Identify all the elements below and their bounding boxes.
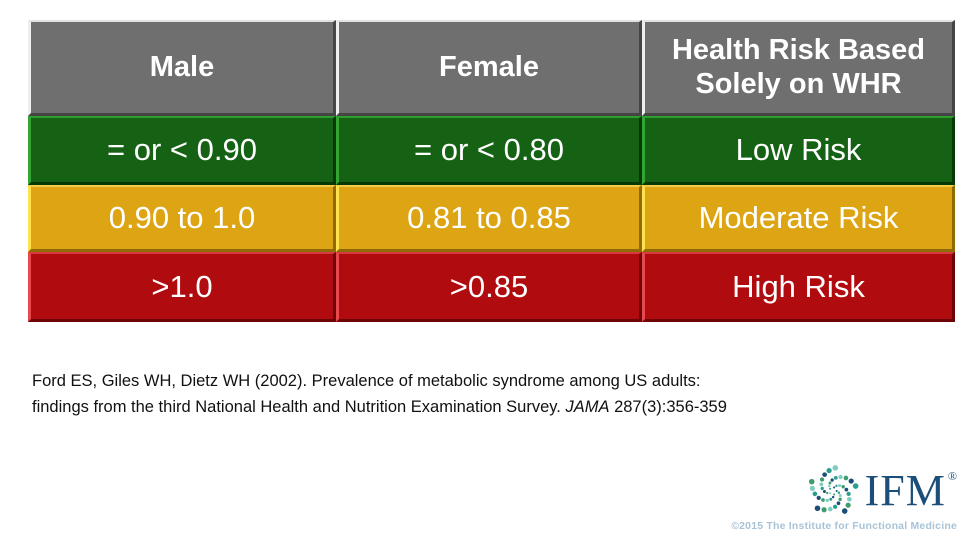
- moderate-risk-label: Moderate Risk: [642, 185, 955, 252]
- citation-line-2: findings from the third National Health …: [32, 398, 727, 416]
- footer: IFM ® ©2015 The Institute for Functional…: [731, 465, 957, 532]
- citation-text: Ford ES, Giles WH, Dietz WH (2002). Prev…: [32, 368, 932, 420]
- whr-risk-table: Male Female Health Risk Based Solely on …: [28, 20, 955, 322]
- high-risk-male-value: >1.0: [28, 252, 336, 322]
- header-female: Female: [336, 20, 642, 116]
- ifm-logo: IFM ®: [807, 465, 957, 517]
- low-risk-label: Low Risk: [642, 116, 955, 185]
- low-risk-male-value: = or < 0.90: [28, 116, 336, 185]
- copyright-text: ©2015 The Institute for Functional Medic…: [731, 520, 957, 532]
- header-health-risk: Health Risk Based Solely on WHR: [642, 20, 955, 116]
- citation-line-1: Ford ES, Giles WH, Dietz WH (2002). Prev…: [32, 372, 701, 390]
- moderate-risk-male-value: 0.90 to 1.0: [28, 185, 336, 252]
- registered-trademark-icon: ®: [947, 469, 957, 483]
- high-risk-female-value: >0.85: [336, 252, 642, 322]
- ifm-logo-text: IFM: [864, 466, 946, 515]
- high-risk-label: High Risk: [642, 252, 955, 322]
- ifm-swirl-icon: [808, 465, 859, 514]
- journal-name: JAMA: [565, 398, 610, 416]
- moderate-risk-female-value: 0.81 to 0.85: [336, 185, 642, 252]
- header-male: Male: [28, 20, 336, 116]
- low-risk-female-value: = or < 0.80: [336, 116, 642, 185]
